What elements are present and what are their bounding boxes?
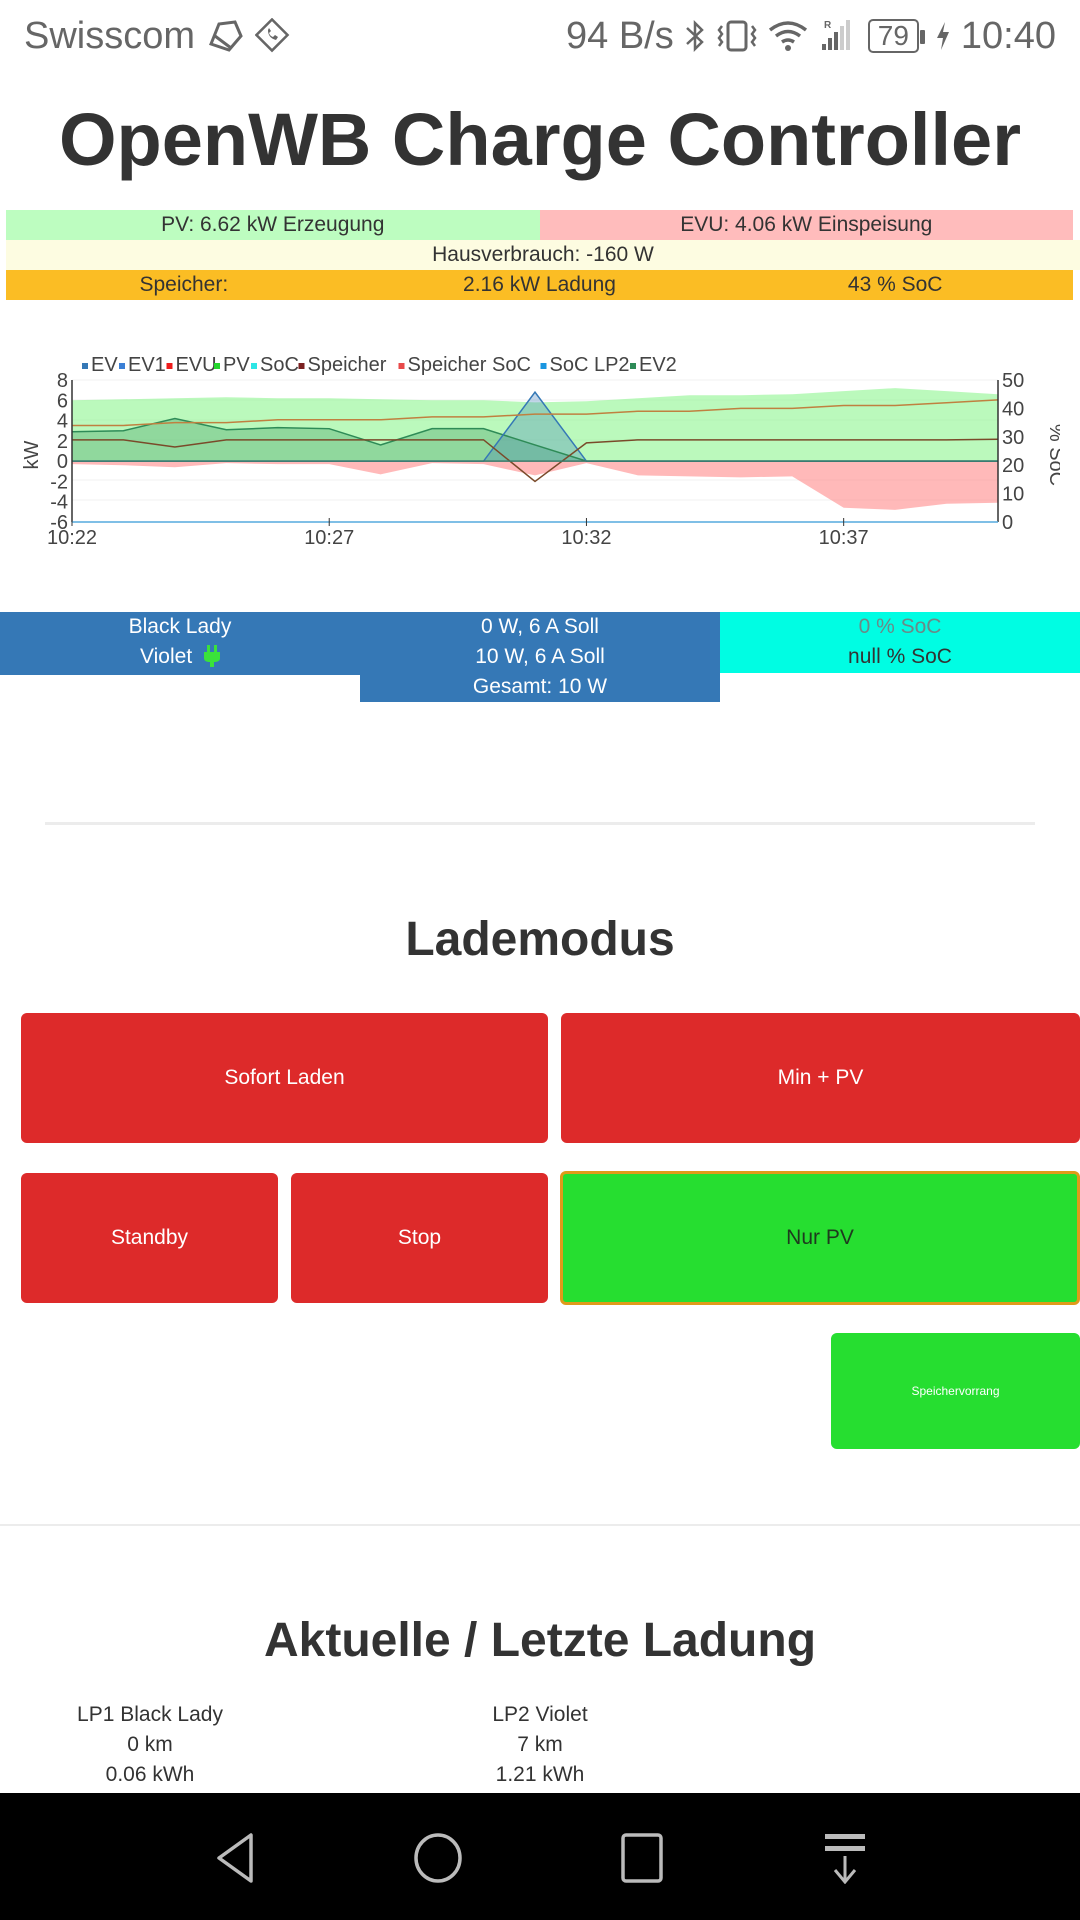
hausverbrauch-row: Hausverbrauch: -160 W xyxy=(6,240,1080,270)
back-icon xyxy=(217,1833,253,1883)
svg-text:EV: EV xyxy=(91,354,118,376)
svg-text:PV: PV xyxy=(223,354,250,376)
speicher-soc: 43 % SoC xyxy=(847,273,943,296)
lp2-power: 10 W, 6 A Soll xyxy=(475,645,605,668)
swisscom-logo-icon xyxy=(205,18,245,54)
chart-legend: EV EV1 EVU PV SoC Speicher Speicher SoC SoC LP2… xyxy=(82,354,677,376)
svg-text:EV2: EV2 xyxy=(639,354,677,376)
chart-plot-area xyxy=(71,388,999,510)
system-nav-bar xyxy=(0,1793,1080,1920)
recents-icon xyxy=(621,1833,663,1883)
lp2-stats-name: LP2 Violet xyxy=(492,1703,588,1726)
wifi-call-icon xyxy=(255,18,291,54)
svg-text:10:32: 10:32 xyxy=(561,527,611,549)
svg-text:Speicher: Speicher xyxy=(308,354,387,376)
page-title: OpenWB Charge Controller xyxy=(58,98,1022,181)
stop-button[interactable]: Stop xyxy=(291,1173,548,1303)
svg-text:4: 4 xyxy=(57,411,68,433)
svg-text:40: 40 xyxy=(1002,398,1024,420)
svg-text:EVU: EVU xyxy=(176,354,217,376)
svg-text:-4: -4 xyxy=(50,492,68,514)
svg-text:10: 10 xyxy=(1002,484,1024,506)
pv-evu-row: PV: 6.62 kW Erzeugung EVU: 4.06 kW Einsp… xyxy=(6,210,1073,240)
ladung-heading: Aktuelle / Letzte Ladung xyxy=(263,1614,817,1667)
section-divider xyxy=(0,1524,1080,1526)
y2-axis-ticks: 50 40 30 20 10 0 xyxy=(1002,370,1024,534)
pv-status: PV: 6.62 kW Erzeugung xyxy=(6,210,540,240)
svg-text:20: 20 xyxy=(1002,455,1024,477)
lp1-name: Black Lady xyxy=(128,615,232,638)
notification-pulldown-button[interactable] xyxy=(815,1833,875,1884)
svg-text:SoC: SoC xyxy=(260,354,299,376)
svg-text:EV1: EV1 xyxy=(128,354,166,376)
lp2-name: Violet xyxy=(140,645,193,668)
bluetooth-icon xyxy=(684,18,706,54)
lp-total-power: Gesamt: 10 W xyxy=(472,675,608,698)
lp1-power: 0 W, 6 A Soll xyxy=(481,615,599,638)
svg-text:Speicher SoC: Speicher SoC xyxy=(408,354,531,376)
lp1-stats: LP1 Black Lady 0 km 0.06 kWh xyxy=(40,1700,260,1790)
svg-text:10:27: 10:27 xyxy=(304,527,354,549)
wifi-icon xyxy=(768,18,808,54)
standby-button[interactable]: Standby xyxy=(21,1173,278,1303)
hausverbrauch-status: Hausverbrauch: -160 W xyxy=(432,243,654,266)
y-axis-label: kW xyxy=(21,440,43,469)
lademodus-heading: Lademodus xyxy=(405,913,675,966)
lp1-stats-name: LP1 Black Lady xyxy=(77,1703,223,1726)
lp1-stats-km: 0 km xyxy=(127,1733,173,1756)
notification-pulldown-icon xyxy=(825,1834,865,1884)
lp1-soc: 0 % SoC xyxy=(858,615,942,638)
svg-text:0: 0 xyxy=(57,451,68,473)
svg-text:10:37: 10:37 xyxy=(819,527,869,549)
speicher-row: Speicher: 2.16 kW Ladung 43 % SoC xyxy=(6,270,1073,300)
section-divider xyxy=(45,822,1035,825)
lp1-stats-kwh: 0.06 kWh xyxy=(105,1763,195,1786)
sofort-laden-button[interactable]: Sofort Laden xyxy=(21,1013,548,1143)
svg-text:30: 30 xyxy=(1002,427,1024,449)
svg-text:0: 0 xyxy=(1002,512,1013,534)
svg-text:10:22: 10:22 xyxy=(47,527,97,549)
speicher-label: Speicher: xyxy=(139,273,229,296)
svg-text:R: R xyxy=(824,20,832,31)
speichervorrang-button[interactable]: Speichervorrang xyxy=(831,1333,1080,1449)
vibrate-icon xyxy=(716,18,758,54)
min-pv-button[interactable]: Min + PV xyxy=(561,1013,1080,1143)
status-bar: Swisscom 94 B/s R 79 10:40 xyxy=(0,0,1080,72)
plug-icon xyxy=(204,645,220,676)
lp-names: Black Lady Violet xyxy=(0,612,360,675)
svg-text:SoC LP2: SoC LP2 xyxy=(550,354,630,376)
svg-text:-6: -6 xyxy=(50,512,68,534)
lp2-stats: LP2 Violet 7 km 1.21 kWh xyxy=(430,1700,650,1790)
lp2-stats-kwh: 1.21 kWh xyxy=(495,1763,585,1786)
svg-text:2: 2 xyxy=(57,431,68,453)
evu-status: EVU: 4.06 kW Einspeisung xyxy=(539,210,1073,240)
lp-power: 0 W, 6 A Soll 10 W, 6 A Soll Gesamt: 10 … xyxy=(360,612,720,702)
lp-soc: 0 % SoC null % SoC xyxy=(720,612,1080,673)
y2-axis-label: % SoC xyxy=(1045,424,1060,486)
speicher-power: 2.16 kW Ladung xyxy=(463,273,616,296)
x-axis-ticks: 10:22 10:27 10:32 10:37 xyxy=(47,518,869,549)
ladepunkte-panel: Black Lady Violet 0 W, 6 A Soll 10 W, 6 … xyxy=(0,612,1080,702)
home-button[interactable] xyxy=(408,1833,468,1883)
battery-icon: 79 xyxy=(867,19,926,53)
lp2-stats-km: 7 km xyxy=(517,1733,563,1756)
back-button[interactable] xyxy=(205,1833,265,1883)
power-chart[interactable]: EV EV1 EVU PV SoC Speicher Speicher SoC SoC LP2… xyxy=(20,350,1067,550)
lp2-name-row: Violet xyxy=(0,642,360,672)
svg-text:6: 6 xyxy=(57,390,68,412)
charging-icon xyxy=(935,18,951,54)
svg-text:50: 50 xyxy=(1002,370,1024,392)
home-icon xyxy=(414,1833,462,1883)
recents-button[interactable] xyxy=(612,1833,672,1883)
svg-text:8: 8 xyxy=(57,370,68,392)
svg-text:-2: -2 xyxy=(50,471,68,493)
clock: 10:40 xyxy=(960,14,1056,57)
net-speed: 94 B/s xyxy=(566,14,674,57)
lp2-soc: null % SoC xyxy=(848,645,952,668)
signal-roaming-icon: R xyxy=(818,18,858,54)
carrier-name: Swisscom xyxy=(24,14,196,57)
nur-pv-button[interactable]: Nur PV xyxy=(560,1171,1080,1305)
